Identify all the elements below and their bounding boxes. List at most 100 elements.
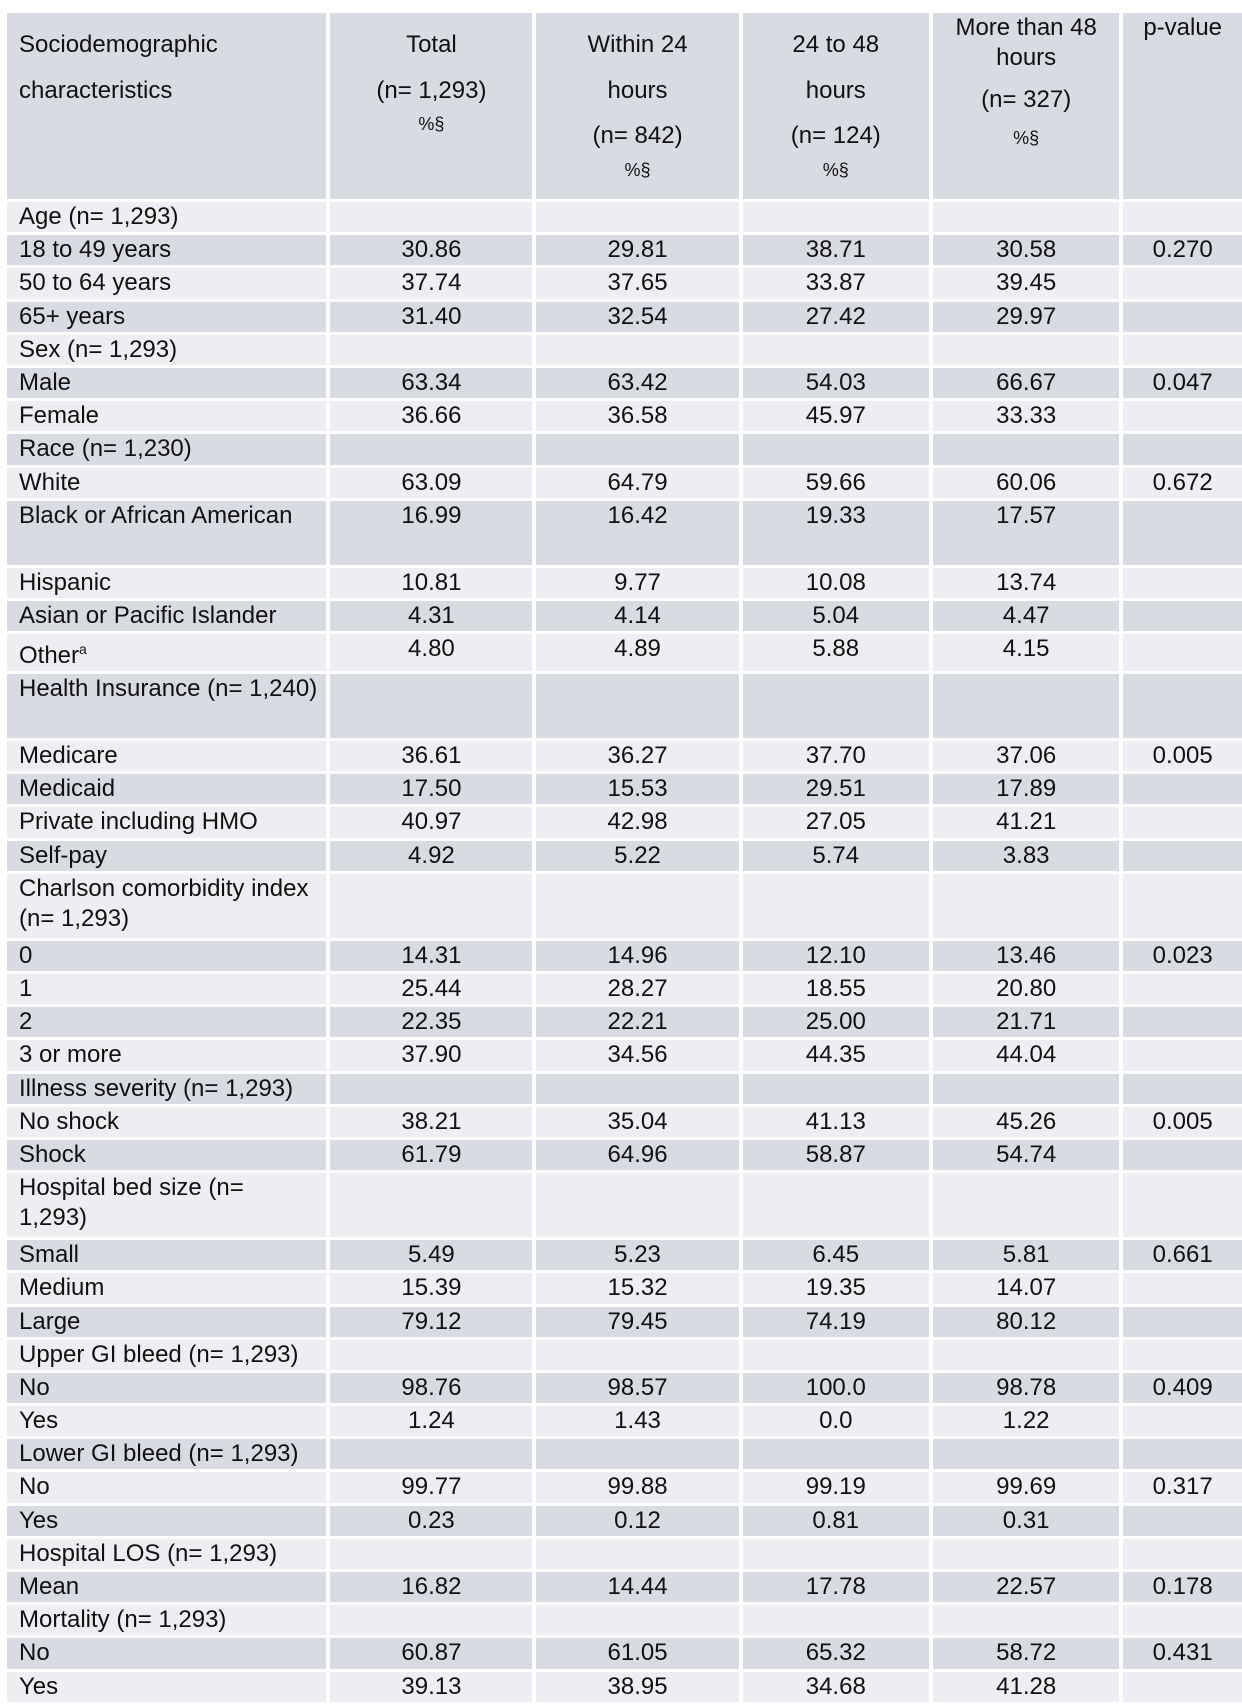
within-24-cell: 32.54 (536, 301, 739, 332)
row-label-text: No (19, 1639, 50, 1667)
within-24-cell: 5.22 (536, 840, 739, 871)
24-to-48-cell: 27.05 (742, 807, 929, 838)
header-line: hours (607, 77, 668, 104)
24-to-48-cell: 54.03 (742, 367, 929, 399)
total-cell: 39.13 (330, 1671, 533, 1702)
header-line: hours (996, 44, 1057, 71)
header-line: %§ (1013, 128, 1040, 148)
24-to-48-cell: 59.66 (742, 467, 929, 498)
row-label-text: Age (n= 1,293) (19, 203, 179, 230)
more-than-48-cell: 41.28 (932, 1671, 1120, 1702)
24-to-48-cell: 65.32 (742, 1638, 929, 1669)
p-value-cell (1123, 434, 1242, 465)
table-row: 65+ years 31.40 32.54 27.42 29.97 (7, 301, 1242, 332)
row-label: Large (7, 1306, 327, 1337)
table-row: 50 to 64 years 37.74 37.65 33.87 39.45 (7, 268, 1242, 299)
section-label: Age (n= 1,293) (7, 202, 327, 233)
total-cell: 63.09 (330, 467, 533, 498)
table-row: 18 to 49 years 30.86 29.81 38.71 30.58 0.270 (7, 235, 1242, 266)
p-value-cell: 0.023 (1123, 940, 1242, 971)
table-row: Large 79.12 79.45 74.19 80.12 (7, 1306, 1242, 1337)
more-than-48-cell (932, 674, 1120, 739)
section-row: Health Insurance (n= 1,240) (7, 674, 1242, 739)
24-to-48-cell (742, 1339, 929, 1370)
p-value-cell (1123, 1040, 1242, 1071)
more-than-48-cell: 4.47 (932, 600, 1120, 632)
more-than-48-cell: 20.80 (932, 974, 1120, 1005)
24-to-48-cell: 17.78 (742, 1572, 929, 1603)
within-24-cell: 9.77 (536, 567, 739, 598)
header-within-24: Within 24 hours (n= 842) %§ (536, 13, 739, 199)
24-to-48-cell: 58.87 (742, 1139, 929, 1171)
p-value-cell: 0.661 (1123, 1240, 1242, 1271)
row-label-text: Health Insurance (n= 1,240) (19, 675, 318, 703)
more-than-48-cell (932, 334, 1120, 365)
row-label-text: 18 to 49 years (19, 236, 172, 264)
within-24-cell (536, 674, 739, 739)
p-value-cell (1123, 1671, 1242, 1702)
table-row: Yes 0.23 0.12 0.81 0.31 (7, 1505, 1242, 1536)
p-value-cell (1123, 567, 1242, 598)
row-label-text: No (19, 1473, 50, 1501)
24-to-48-cell: 45.97 (742, 401, 929, 432)
total-cell (330, 1538, 533, 1569)
p-value-cell (1123, 1439, 1242, 1470)
within-24-cell: 64.79 (536, 467, 739, 498)
total-cell: 4.80 (330, 634, 533, 672)
more-than-48-cell: 3.83 (932, 840, 1120, 871)
within-24-cell: 15.53 (536, 774, 739, 805)
more-than-48-cell (932, 1439, 1120, 1470)
section-row: Illness severity (n= 1,293) (7, 1073, 1242, 1104)
24-to-48-cell (742, 1538, 929, 1569)
p-value-cell (1123, 202, 1242, 233)
within-24-cell (536, 1339, 739, 1370)
24-to-48-cell: 34.68 (742, 1671, 929, 1702)
row-label-text: Private including HMO (19, 808, 258, 836)
row-label-text: Female (19, 402, 100, 430)
total-cell (330, 1605, 533, 1636)
total-cell: 31.40 (330, 301, 533, 332)
row-label-text: Sex (n= 1,293) (19, 335, 178, 363)
row-label-text: Illness severity (n= 1,293) (19, 1074, 294, 1102)
header-more-than-48: More than 48 hours (n= 327) %§ (932, 13, 1120, 199)
table-row: Medicare 36.61 36.27 37.70 37.06 0.005 (7, 741, 1242, 772)
24-to-48-cell: 99.19 (742, 1472, 929, 1503)
total-cell: 30.86 (330, 235, 533, 266)
more-than-48-cell (932, 1538, 1120, 1569)
row-label-text: Hispanic (19, 568, 112, 596)
within-24-cell: 63.42 (536, 367, 739, 399)
row-label-text: 3 or more (19, 1041, 122, 1069)
more-than-48-cell: 45.26 (932, 1106, 1120, 1137)
header-total: Total (n= 1,293) %§ (330, 13, 533, 199)
header-line: 24 to 48 (792, 31, 880, 58)
row-label: 65+ years (7, 301, 327, 332)
row-label: Yes (7, 1671, 327, 1702)
total-cell (330, 202, 533, 233)
p-value-cell (1123, 1173, 1242, 1238)
p-value-cell (1123, 1605, 1242, 1636)
p-value-cell: 0.005 (1123, 1106, 1242, 1137)
table-row: Othera 4.80 4.89 5.88 4.15 (7, 634, 1242, 672)
header-line: Within 24 (587, 31, 688, 58)
within-24-cell: 15.32 (536, 1273, 739, 1304)
within-24-cell: 14.96 (536, 940, 739, 971)
p-value-cell: 0.672 (1123, 467, 1242, 498)
section-row: Upper GI bleed (n= 1,293) (7, 1339, 1242, 1370)
header-characteristics: Sociodemographic characteristics (7, 13, 327, 199)
24-to-48-cell (742, 674, 929, 739)
within-24-cell (536, 334, 739, 365)
total-cell: 16.82 (330, 1572, 533, 1603)
24-to-48-cell: 18.55 (742, 974, 929, 1005)
row-label: Black or African American (7, 500, 327, 565)
row-label-text: 1 (19, 975, 33, 1002)
section-label: Health Insurance (n= 1,240) (7, 674, 327, 739)
more-than-48-cell: 5.81 (932, 1240, 1120, 1271)
within-24-cell: 22.21 (536, 1007, 739, 1038)
row-label-text: Self-pay (19, 841, 108, 869)
p-value-cell: 0.431 (1123, 1638, 1242, 1669)
table-container: Sociodemographic characteristics Total (… (7, 13, 1242, 1702)
more-than-48-cell: 13.74 (932, 567, 1120, 598)
p-value-cell: 0.317 (1123, 1472, 1242, 1503)
row-label-text: 2 (19, 1008, 33, 1036)
header-p-value: p-value (1123, 13, 1242, 199)
